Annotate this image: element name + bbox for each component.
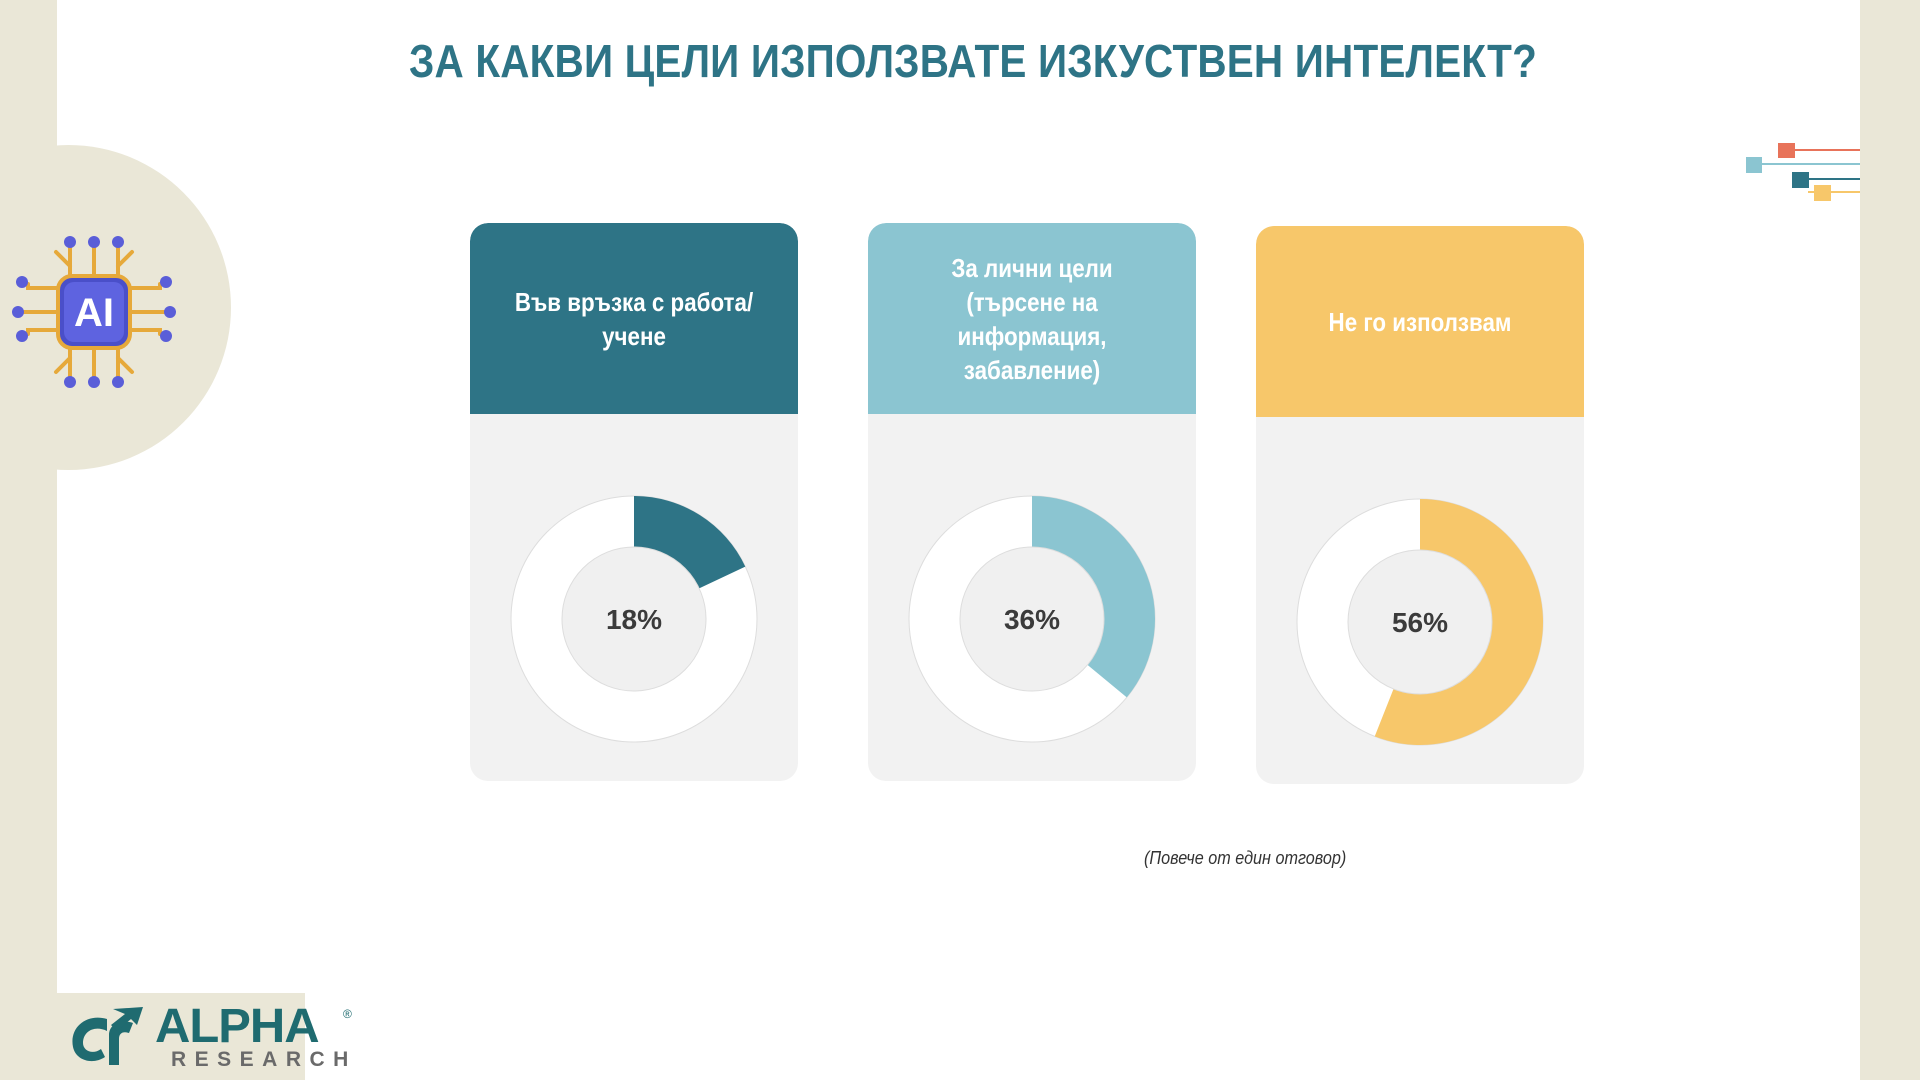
category-label: Във връзка с работа/ учене	[514, 286, 754, 351]
value-label: 18%	[606, 604, 662, 635]
category-label: Не го използвам	[1328, 306, 1512, 337]
card-header: Във връзка с работа/ учене	[470, 223, 798, 414]
slide-title: ЗА КАКВИ ЦЕЛИ ИЗПОЛЗВАТЕ ИЗКУСТВЕН ИНТЕЛ…	[409, 35, 1537, 87]
logo-subtitle: RESEARCH	[171, 1048, 357, 1071]
value-label: 56%	[1392, 607, 1448, 638]
right-decor-band	[1860, 0, 1920, 1080]
donut-slice-not-used	[1374, 499, 1543, 745]
logo-registered-mark: ®	[343, 1007, 352, 1021]
card-header: За лични цели (търсене на информация, за…	[868, 223, 1196, 414]
donut-chart: 18%	[510, 495, 758, 743]
alpha-research-logo: ALPHA ® RESEARCH	[57, 993, 352, 1080]
chart-card-not-used: Не го използвам 56%	[1256, 226, 1584, 784]
card-header: Не го използвам	[1256, 226, 1584, 417]
footnote: (Повече от един отговор)	[1144, 848, 1347, 868]
donut-chart: 56%	[1296, 498, 1544, 746]
category-label: За лични цели (търсене на информация, за…	[951, 252, 1113, 385]
value-label: 36%	[1004, 604, 1060, 635]
donut-hole	[959, 546, 1105, 692]
decorative-squares	[1746, 143, 1860, 201]
donut-slice-work	[634, 496, 746, 589]
chart-card-work: Във връзка с работа/ учене 18%	[470, 223, 798, 781]
donut-chart: 36%	[908, 495, 1156, 743]
donut-hole	[561, 546, 707, 692]
donut-hole	[1347, 549, 1493, 695]
logo-mark-icon	[72, 1007, 143, 1065]
donut-slice-personal	[1032, 496, 1155, 698]
logo-name: ALPHA	[155, 1000, 320, 1053]
ai-chip-icon: AI	[12, 236, 176, 388]
chart-card-personal: За лични цели (търсене на информация, за…	[868, 223, 1196, 781]
ai-icon-label: AI	[74, 291, 114, 335]
